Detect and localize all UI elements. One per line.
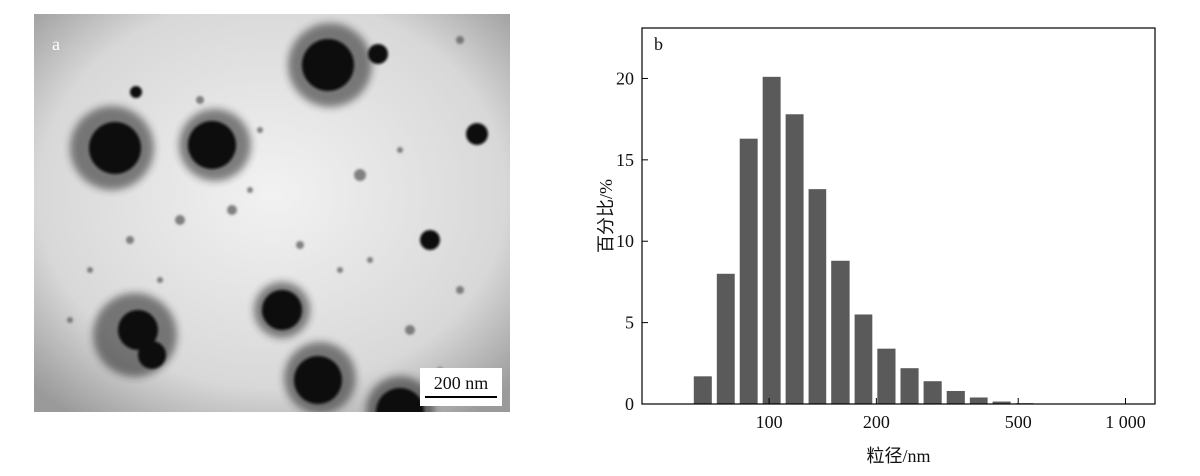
x-tick-label: 500 <box>1005 412 1032 432</box>
bar <box>785 114 804 404</box>
bar <box>992 401 1011 404</box>
bar <box>716 273 735 404</box>
x-tick-label: 200 <box>863 412 890 432</box>
y-tick-label: 20 <box>616 68 634 88</box>
x-tick-label: 1 000 <box>1105 412 1146 432</box>
bar <box>762 76 781 404</box>
x-tick-label: 100 <box>756 412 783 432</box>
bar <box>693 376 712 404</box>
bar <box>946 390 965 404</box>
panel-label: a <box>52 34 60 54</box>
bar <box>854 314 873 404</box>
bar <box>969 397 988 404</box>
x-axis-label: 粒径/nm <box>866 446 930 466</box>
y-tick-label: 10 <box>616 231 634 251</box>
histogram: 0 5 10 15 20 100 200 500 1 000 b 粒径/nm 百分比/% <box>596 27 1156 466</box>
scale-bar-label: 200 nm <box>434 373 489 393</box>
bar <box>900 368 919 404</box>
bar <box>923 381 942 404</box>
panel-label: b <box>654 34 663 54</box>
bar <box>831 260 850 404</box>
tem-image <box>34 14 510 412</box>
bar <box>877 348 896 404</box>
y-axis-label: 百分比/% <box>596 179 616 253</box>
plot-frame <box>641 27 1156 405</box>
scale-bar-box <box>420 368 502 406</box>
y-tick-label: 0 <box>625 394 634 414</box>
y-tick-label: 15 <box>616 150 634 170</box>
bar <box>808 189 827 404</box>
y-tick-label: 5 <box>625 313 634 333</box>
bar <box>739 138 758 405</box>
